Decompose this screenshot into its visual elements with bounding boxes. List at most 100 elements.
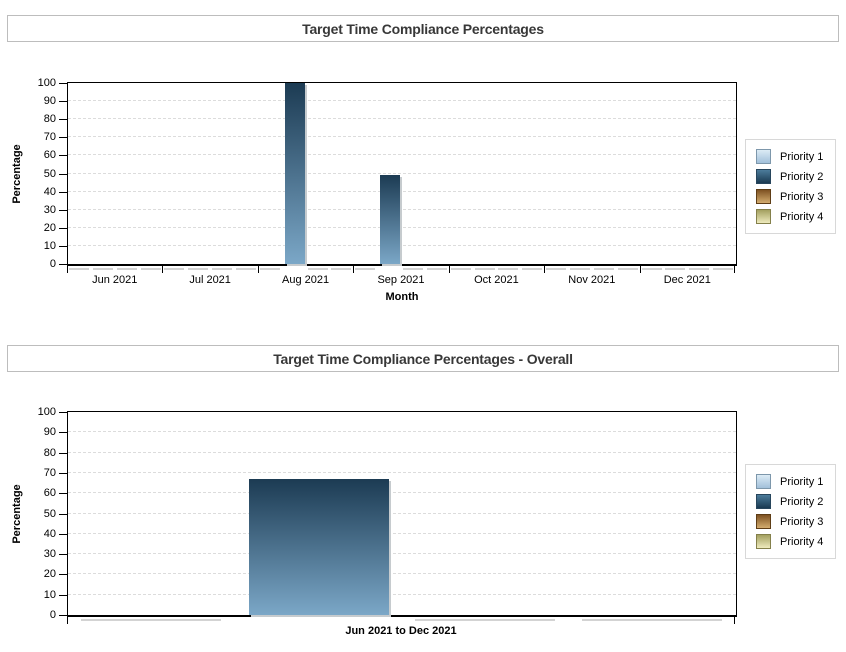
y-tick-label: 70 — [43, 131, 56, 144]
zero-value-dash — [116, 268, 137, 270]
y-tick-label: 90 — [43, 95, 56, 108]
zero-value-dash — [593, 268, 614, 270]
y-tick-label: 20 — [43, 568, 56, 581]
x-tick-mark — [353, 266, 354, 273]
y-tick-mark — [59, 472, 67, 474]
y-tick-mark — [59, 574, 67, 576]
legend-item: Priority 3 — [756, 189, 823, 204]
y-tick-label: 70 — [43, 466, 56, 479]
x-axis-ticks: Jun 2021 Jul 2021 Aug 2021 Sep 2021 Oct 2021… — [67, 266, 737, 290]
zero-value-dash — [450, 268, 471, 270]
legend-item: Priority 2 — [756, 169, 823, 184]
x-category-label: Jul 2021 — [189, 274, 231, 286]
x-tick-mark — [734, 266, 735, 273]
legend-label: Priority 4 — [780, 210, 824, 223]
zero-value-dash — [68, 268, 89, 270]
y-tick-mark — [59, 137, 67, 139]
x-axis-label: Month — [385, 291, 419, 303]
y-tick-mark — [59, 264, 67, 265]
x-tick-mark — [258, 266, 259, 273]
y-tick-label: 30 — [43, 548, 56, 561]
legend-box: Priority 1 Priority 2 Priority 3 Priority 4 — [745, 464, 837, 559]
legend-label: Priority 3 — [780, 515, 824, 528]
y-tick-mark — [59, 227, 67, 229]
y-tick-label: 80 — [43, 446, 56, 459]
plot-area — [67, 82, 737, 266]
zero-value-dash — [713, 268, 734, 270]
y-tick-mark — [59, 533, 67, 535]
y-tick-label: 30 — [43, 203, 56, 216]
legend-box: Priority 1 Priority 2 Priority 3 Priority 4 — [745, 139, 837, 234]
y-tick-label: 50 — [43, 167, 56, 180]
x-category-label: Jun 2021 to Dec 2021 — [345, 625, 457, 637]
legend-label: Priority 3 — [780, 190, 824, 203]
plot-area — [67, 411, 737, 617]
legend-item: Priority 3 — [756, 514, 823, 529]
legend-item: Priority 4 — [756, 534, 823, 549]
y-tick-mark — [59, 452, 67, 454]
zero-value-dash — [641, 268, 662, 270]
zero-value-dash — [522, 268, 543, 270]
legend-item: Priority 4 — [756, 209, 823, 224]
y-tick-mark — [59, 101, 67, 103]
gridline — [68, 172, 736, 174]
zero-value-dash — [665, 268, 686, 270]
zero-value-dash — [546, 268, 567, 270]
legend-item: Priority 2 — [756, 494, 823, 509]
y-tick-label: 50 — [43, 507, 56, 520]
y-tick-mark — [59, 554, 67, 556]
y-tick-mark — [59, 245, 67, 247]
y-tick-label: 80 — [43, 113, 56, 126]
y-axis-ticks: 0 10 20 30 40 50 60 70 80 90 100 — [0, 77, 67, 270]
zero-value-dash — [235, 268, 256, 270]
gridline — [68, 512, 736, 514]
zero-value-dash — [617, 268, 638, 270]
zero-value-dash — [331, 268, 352, 270]
legend-label: Priority 4 — [780, 535, 824, 548]
legend-swatch-priority-2 — [756, 169, 771, 184]
legend-swatch-priority-3 — [756, 189, 771, 204]
bar-priority-2 — [284, 83, 305, 264]
y-tick-mark — [59, 209, 67, 211]
x-category-label: Sep 2021 — [377, 274, 425, 286]
chart-title: Target Time Compliance Percentages — [302, 20, 544, 37]
x-category-label: Jun 2021 — [92, 274, 138, 286]
chart-title-box: Target Time Compliance Percentages — [7, 15, 839, 42]
x-tick-mark — [449, 266, 450, 273]
y-tick-label: 0 — [49, 609, 56, 621]
gridline — [68, 593, 736, 595]
y-tick-mark — [59, 191, 67, 193]
zero-value-dash — [474, 268, 495, 270]
y-tick-mark — [59, 119, 67, 121]
zero-value-dash — [259, 268, 280, 270]
zero-value-dash — [140, 268, 161, 270]
x-tick-mark — [67, 266, 68, 273]
y-tick-mark — [59, 615, 67, 616]
y-tick-label: 40 — [43, 185, 56, 198]
gridline — [68, 431, 736, 433]
y-tick-mark — [59, 173, 67, 175]
legend-item: Priority 1 — [756, 474, 823, 489]
gridline — [68, 154, 736, 156]
legend-swatch-priority-1 — [756, 474, 771, 489]
legend-item: Priority 1 — [756, 149, 823, 164]
legend-swatch-priority-1 — [756, 149, 771, 164]
y-axis-ticks: 0 10 20 30 40 50 60 70 80 90 100 — [0, 406, 67, 621]
legend-swatch-priority-4 — [756, 534, 771, 549]
zero-value-dash — [80, 619, 221, 621]
zero-value-dash — [689, 268, 710, 270]
gridline — [68, 118, 736, 120]
chart-title-box: Target Time Compliance Percentages - Ove… — [7, 345, 839, 372]
x-category-label: Nov 2021 — [568, 274, 616, 286]
bar-priority-2 — [248, 479, 389, 615]
y-tick-mark — [59, 412, 67, 413]
x-axis-ticks: Jun 2021 to Dec 2021 — [67, 617, 737, 641]
legend-label: Priority 2 — [780, 495, 824, 508]
y-tick-mark — [59, 594, 67, 596]
gridline — [68, 190, 736, 192]
y-tick-label: 40 — [43, 527, 56, 540]
y-tick-label: 90 — [43, 426, 56, 439]
zero-value-dash — [498, 268, 519, 270]
